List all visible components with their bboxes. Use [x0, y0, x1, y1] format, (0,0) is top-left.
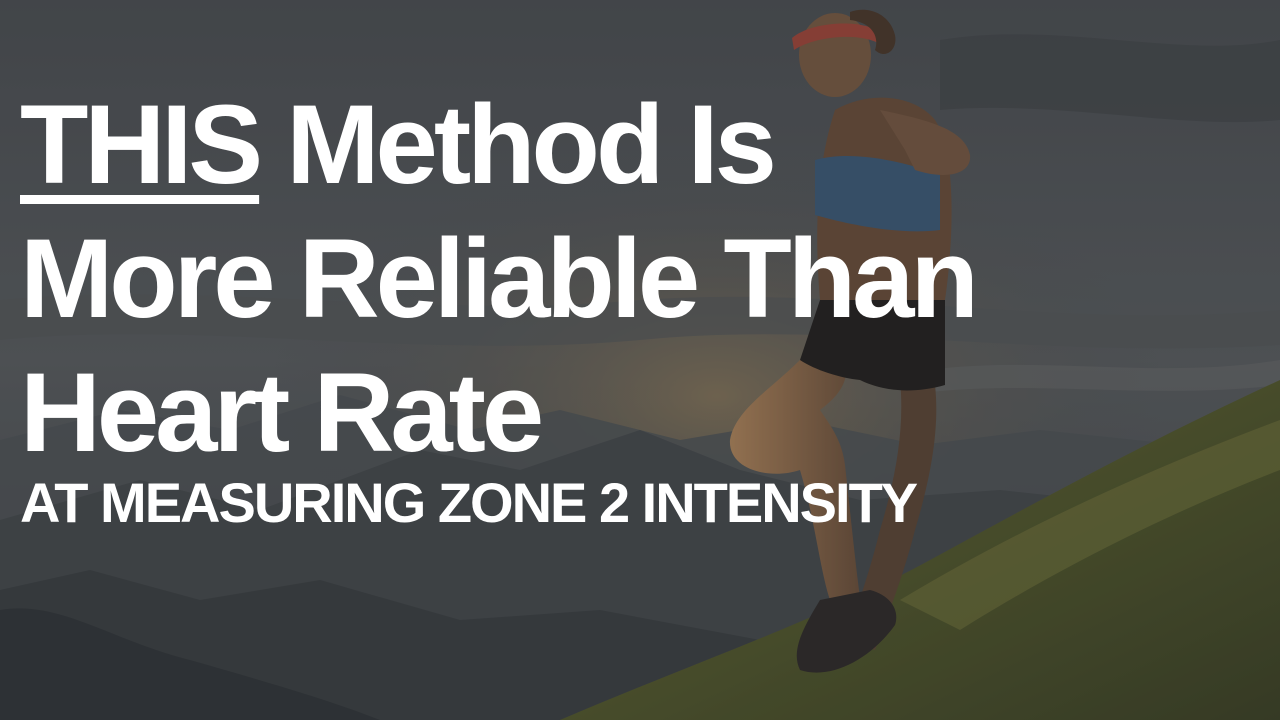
headline-line-1-rest: Method Is [259, 82, 777, 207]
headline: THIS Method Is More Reliable Than Heart … [20, 78, 979, 480]
headline-line-3: Heart Rate [20, 350, 544, 475]
runner-figure [729, 9, 971, 673]
headline-line-1: THIS Method Is [20, 78, 975, 212]
subheadline: AT MEASURING ZONE 2 INTENSITY [20, 471, 918, 534]
headline-line-2: More Reliable Than [20, 216, 979, 341]
headline-emphasis: THIS [20, 82, 263, 207]
